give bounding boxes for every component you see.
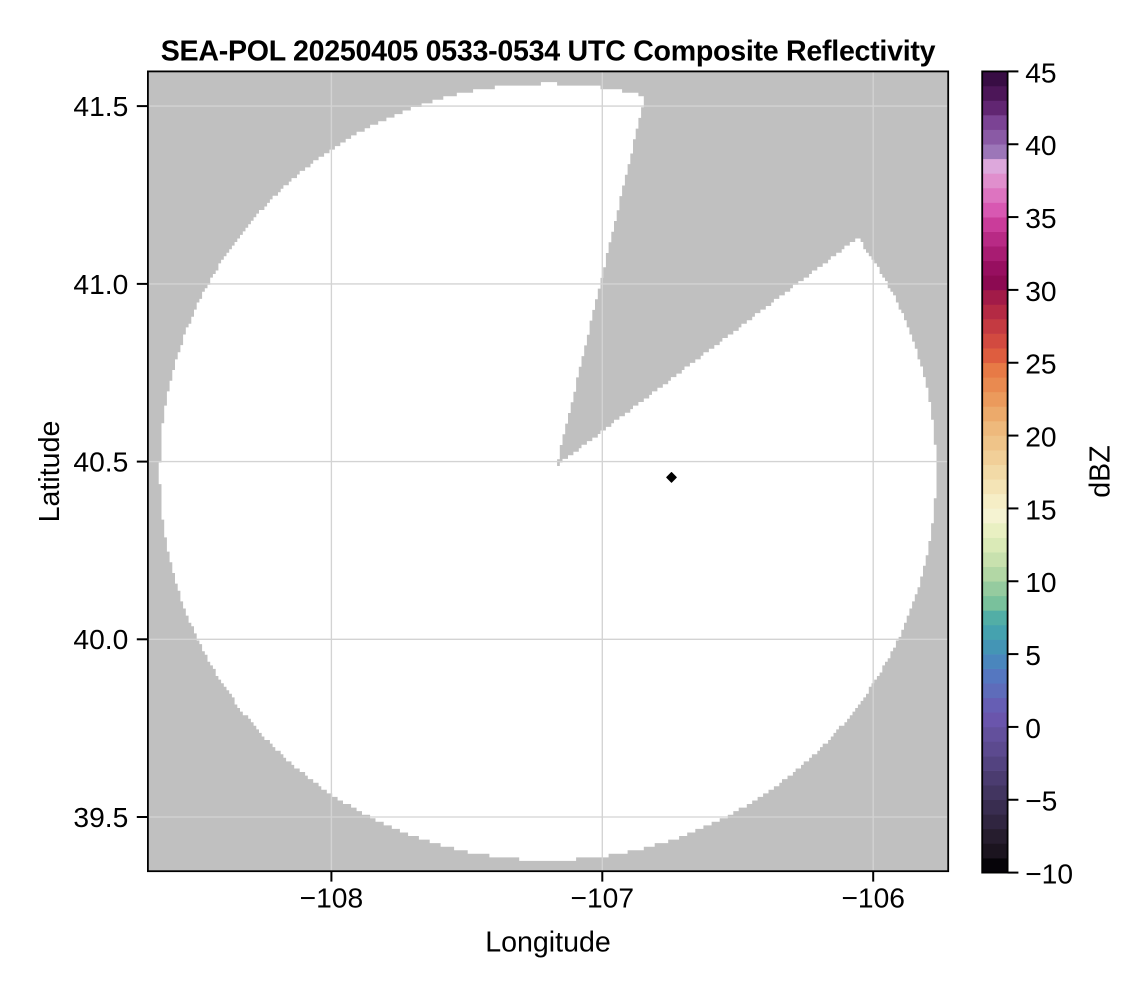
svg-text:35: 35 — [1025, 202, 1056, 234]
svg-text:−107: −107 — [571, 881, 635, 913]
svg-text:5: 5 — [1025, 639, 1041, 671]
svg-text:0: 0 — [1025, 712, 1041, 744]
svg-text:40: 40 — [1025, 129, 1056, 161]
svg-text:dBZ: dBZ — [1085, 445, 1117, 497]
svg-text:−5: −5 — [1025, 785, 1057, 817]
svg-text:41.5: 41.5 — [73, 90, 128, 122]
svg-text:−106: −106 — [841, 881, 905, 913]
svg-text:25: 25 — [1025, 348, 1056, 380]
svg-text:10: 10 — [1025, 566, 1056, 598]
svg-text:−108: −108 — [300, 881, 364, 913]
svg-text:45: 45 — [1025, 56, 1056, 88]
svg-text:39.5: 39.5 — [73, 801, 128, 833]
svg-text:SEA-POL 20250405 0533-0534 UTC: SEA-POL 20250405 0533-0534 UTC Composite… — [161, 36, 936, 68]
svg-text:15: 15 — [1025, 493, 1056, 525]
svg-text:40.0: 40.0 — [73, 623, 128, 655]
svg-text:30: 30 — [1025, 275, 1056, 307]
svg-text:−10: −10 — [1025, 858, 1073, 890]
svg-text:20: 20 — [1025, 421, 1056, 453]
svg-text:40.5: 40.5 — [73, 446, 128, 478]
svg-text:41.0: 41.0 — [73, 268, 128, 300]
svg-text:Latitude: Latitude — [34, 421, 66, 523]
svg-text:Longitude: Longitude — [485, 927, 611, 959]
